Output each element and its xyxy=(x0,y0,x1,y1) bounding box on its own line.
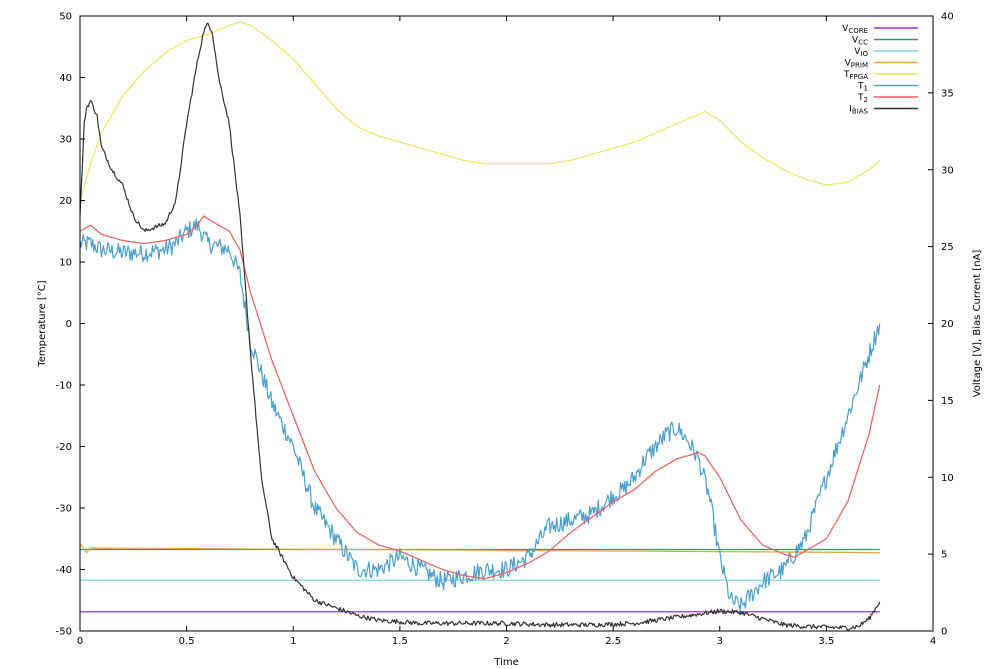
y-right-tick-label: 35 xyxy=(941,88,954,99)
y-right-tick-label: 25 xyxy=(941,242,954,253)
y-left-tick-label: 50 xyxy=(59,12,72,23)
x-tick-label: 2 xyxy=(503,636,509,647)
x-tick-label: 4 xyxy=(930,636,936,647)
series-line-v-prim xyxy=(79,543,880,554)
y-right-tick-label: 0 xyxy=(941,627,947,638)
x-tick-label: 3 xyxy=(717,636,723,647)
legend-entry-label: IBIAS xyxy=(849,105,868,116)
series-layer xyxy=(79,21,881,631)
legend-entry-label: VCORE xyxy=(842,24,868,35)
y-left-tick-label: -40 xyxy=(56,565,72,576)
y-axis-right-label: Voltage [V], Bias Current [nA] xyxy=(972,250,983,398)
y-left-tick-label: -20 xyxy=(56,442,72,453)
x-tick-label: 0 xyxy=(77,636,83,647)
y-right-tick-label: 30 xyxy=(941,165,954,176)
y-right-tick-label: 5 xyxy=(941,550,947,561)
y-axis-left-label: Temperature [°C] xyxy=(37,280,48,367)
y-left-tick-label: -10 xyxy=(56,381,72,392)
legend-entry-label: TFPGA xyxy=(843,70,868,81)
series-line-i-bias xyxy=(79,22,881,631)
series-line-t-1 xyxy=(79,218,881,613)
y-left-tick-label: 20 xyxy=(59,196,72,207)
y-left-tick-label: 10 xyxy=(59,258,72,269)
y-left-tick-label: 40 xyxy=(59,73,72,84)
x-tick-label: 0.5 xyxy=(179,636,195,647)
y-left-tick-label: 30 xyxy=(59,135,72,146)
series-line-t-fpga xyxy=(79,21,881,201)
y-right-tick-label: 10 xyxy=(941,473,954,484)
x-axis-label: Time xyxy=(493,657,518,668)
x-tick-label: 2.5 xyxy=(605,636,621,647)
ticks-layer: 0 0.5 1 1.5 2 2.5 3 3.5 4 -50 -40 -30 -20 -10 0 10 20 30 4… xyxy=(56,12,954,648)
series-line-t-2 xyxy=(79,215,881,580)
y-left-tick-label: 0 xyxy=(66,319,72,330)
legend-entry-label: T1 xyxy=(857,82,868,93)
y-left-tick-label: -30 xyxy=(56,504,72,515)
x-tick-label: 1 xyxy=(290,636,296,647)
legend-entry-label: VIO xyxy=(854,47,868,58)
y-right-tick-label: 15 xyxy=(941,396,954,407)
x-tick-label: 1.5 xyxy=(392,636,408,647)
legend-entry-label: T2 xyxy=(857,93,868,104)
x-tick-label: 3.5 xyxy=(818,636,834,647)
y-right-tick-label: 20 xyxy=(941,319,954,330)
y-right-tick-label: 40 xyxy=(941,12,954,23)
legend-entry-label: VPRIM xyxy=(845,59,868,70)
legend-entry-label: VCC xyxy=(852,36,868,47)
y-left-tick-label: -50 xyxy=(56,627,72,638)
